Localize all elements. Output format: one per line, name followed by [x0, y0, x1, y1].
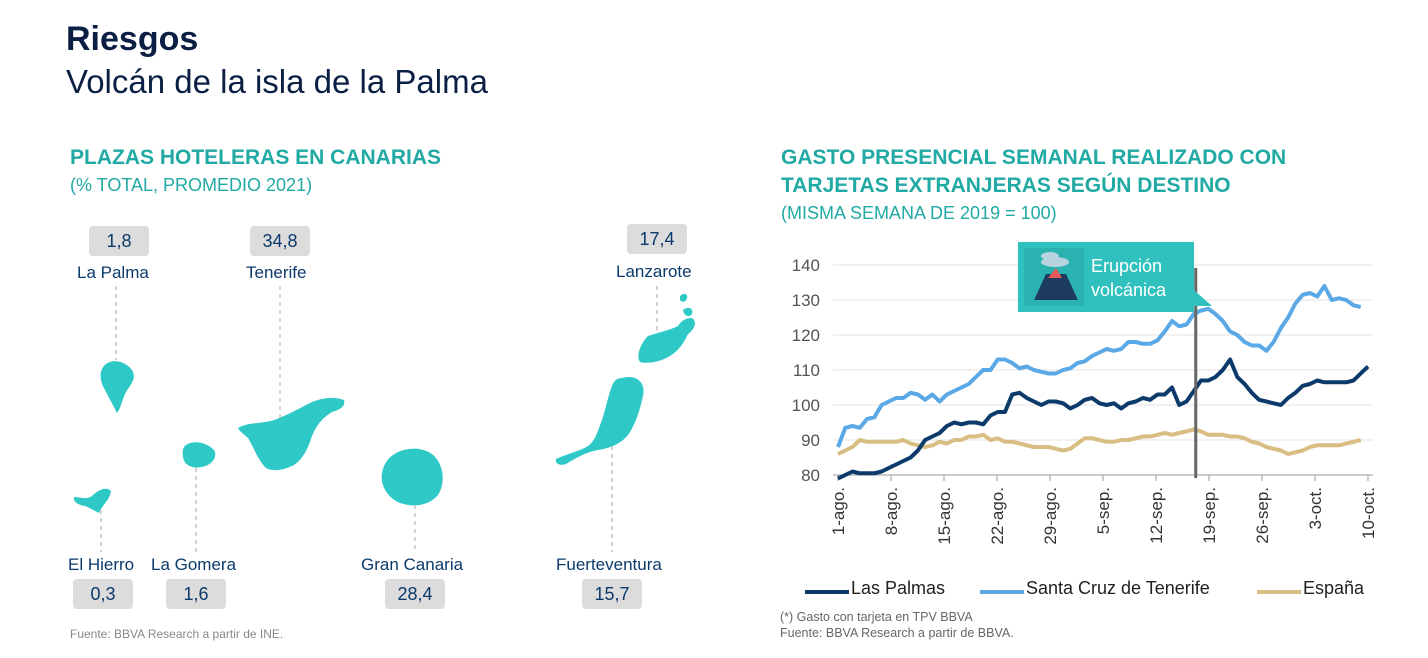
- annotation-line2: volcánica: [1091, 280, 1167, 300]
- map-source: Fuente: BBVA Research a partir de INE.: [70, 627, 284, 641]
- y-axis-ticks: 80 90 100 110 120 130 140: [792, 256, 820, 485]
- fuerteventura-island: [555, 376, 644, 465]
- legend-las-palmas-label: Las Palmas: [851, 578, 946, 598]
- map-title: PLAZAS HOTELERAS EN CANARIAS: [70, 146, 442, 169]
- page-subtitle: Volcán de la isla de la Palma: [66, 63, 488, 100]
- x-tick-label: 26-sep.: [1253, 487, 1272, 544]
- la-palma-label: La Palma: [77, 263, 149, 282]
- tenerife-island: [238, 397, 345, 471]
- la-gomera-label: La Gomera: [151, 555, 237, 574]
- x-tick-label: 12-sep.: [1147, 487, 1166, 544]
- annotation-line1: Erupción: [1091, 256, 1162, 276]
- el-hierro-label: El Hierro: [68, 555, 135, 574]
- y-tick-label: 140: [792, 256, 820, 275]
- la-gomera-value: 1,6: [166, 579, 226, 609]
- series-lines: [836, 284, 1370, 481]
- legend-espana-label: España: [1303, 578, 1365, 598]
- x-tick-label: 22-ago.: [988, 487, 1007, 545]
- chart-note: (*) Gasto con tarjeta en TPV BBVA: [780, 610, 973, 624]
- lanzarote-label: Lanzarote: [616, 262, 692, 281]
- y-tick-label: 110: [793, 361, 820, 380]
- gran-canaria-island: [381, 448, 443, 506]
- el-hierro-island: [73, 488, 111, 513]
- x-tick-label: 8-ago.: [882, 487, 901, 535]
- la-gomera-island: [182, 442, 216, 468]
- x-tick-label: 3-oct.: [1306, 487, 1325, 530]
- canary-islands-map: [73, 286, 695, 552]
- el-hierro-value: 0,3: [73, 579, 133, 609]
- chart-subtitle: (MISMA SEMANA DE 2019 = 100): [781, 203, 1057, 223]
- eruption-annotation: Erupción volcánica: [1018, 242, 1212, 312]
- islands: [73, 293, 695, 513]
- x-tick-label: 19-sep.: [1200, 487, 1219, 544]
- series-santa-cruz-de-tenerife: [836, 284, 1362, 448]
- x-tick-label: 15-ago.: [935, 487, 954, 545]
- legend-santa-cruz-label: Santa Cruz de Tenerife: [1026, 578, 1210, 598]
- x-tick-label: 10-oct.: [1359, 487, 1378, 539]
- fuerteventura-value: 15,7: [582, 579, 642, 609]
- y-tick-label: 90: [801, 431, 820, 450]
- tenerife-label: Tenerife: [246, 263, 307, 282]
- lanzarote-islet-2: [683, 307, 693, 317]
- fuerteventura-label: Fuerteventura: [556, 555, 662, 574]
- lanzarote-island: [638, 318, 695, 363]
- x-tick-label: 1-ago.: [829, 487, 848, 535]
- chart-title-line2: TARJETAS EXTRANJERAS SEGÚN DESTINO: [781, 174, 1231, 197]
- x-axis-ticks: 1-ago. 8-ago. 15-ago. 22-ago. 29-ago. 5-sep. 1…: [829, 475, 1378, 545]
- tenerife-value: 34,8: [250, 226, 310, 256]
- map-subtitle: (% TOTAL, PROMEDIO 2021): [70, 175, 313, 195]
- gran-canaria-label: Gran Canaria: [361, 555, 464, 574]
- chart-title-line1: GASTO PRESENCIAL SEMANAL REALIZADO CON: [781, 146, 1287, 169]
- leader-lines: [100, 286, 658, 552]
- chart-source: Fuente: BBVA Research a partir de BBVA.: [780, 626, 1014, 640]
- page-title: Riesgos: [66, 20, 199, 58]
- lanzarote-value: 17,4: [627, 224, 687, 254]
- series-las-palmas: [837, 357, 1370, 481]
- y-tick-label: 80: [801, 466, 820, 485]
- y-tick-label: 120: [792, 326, 820, 345]
- y-tick-label: 100: [792, 396, 820, 415]
- la-palma-value: 1,8: [89, 226, 149, 256]
- x-tick-label: 5-sep.: [1094, 487, 1113, 534]
- lanzarote-islet: [680, 293, 688, 302]
- series-españa: [837, 427, 1362, 456]
- y-tick-label: 130: [792, 291, 820, 310]
- x-tick-label: 29-ago.: [1041, 487, 1060, 545]
- volcano-icon: [1024, 248, 1084, 306]
- la-palma-island: [100, 361, 134, 413]
- gran-canaria-value: 28,4: [385, 579, 445, 609]
